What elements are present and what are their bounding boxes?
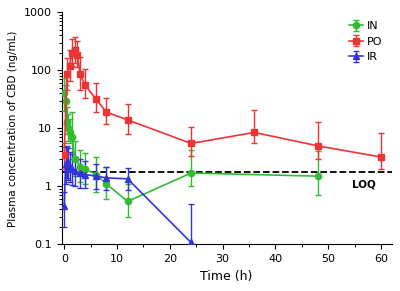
Legend: IN, PO, IR: IN, PO, IR: [346, 18, 386, 66]
X-axis label: Time (h): Time (h): [200, 270, 253, 283]
Y-axis label: Plasma concentration of CBD (ng/mL): Plasma concentration of CBD (ng/mL): [8, 30, 18, 227]
Text: LOQ: LOQ: [352, 180, 376, 190]
